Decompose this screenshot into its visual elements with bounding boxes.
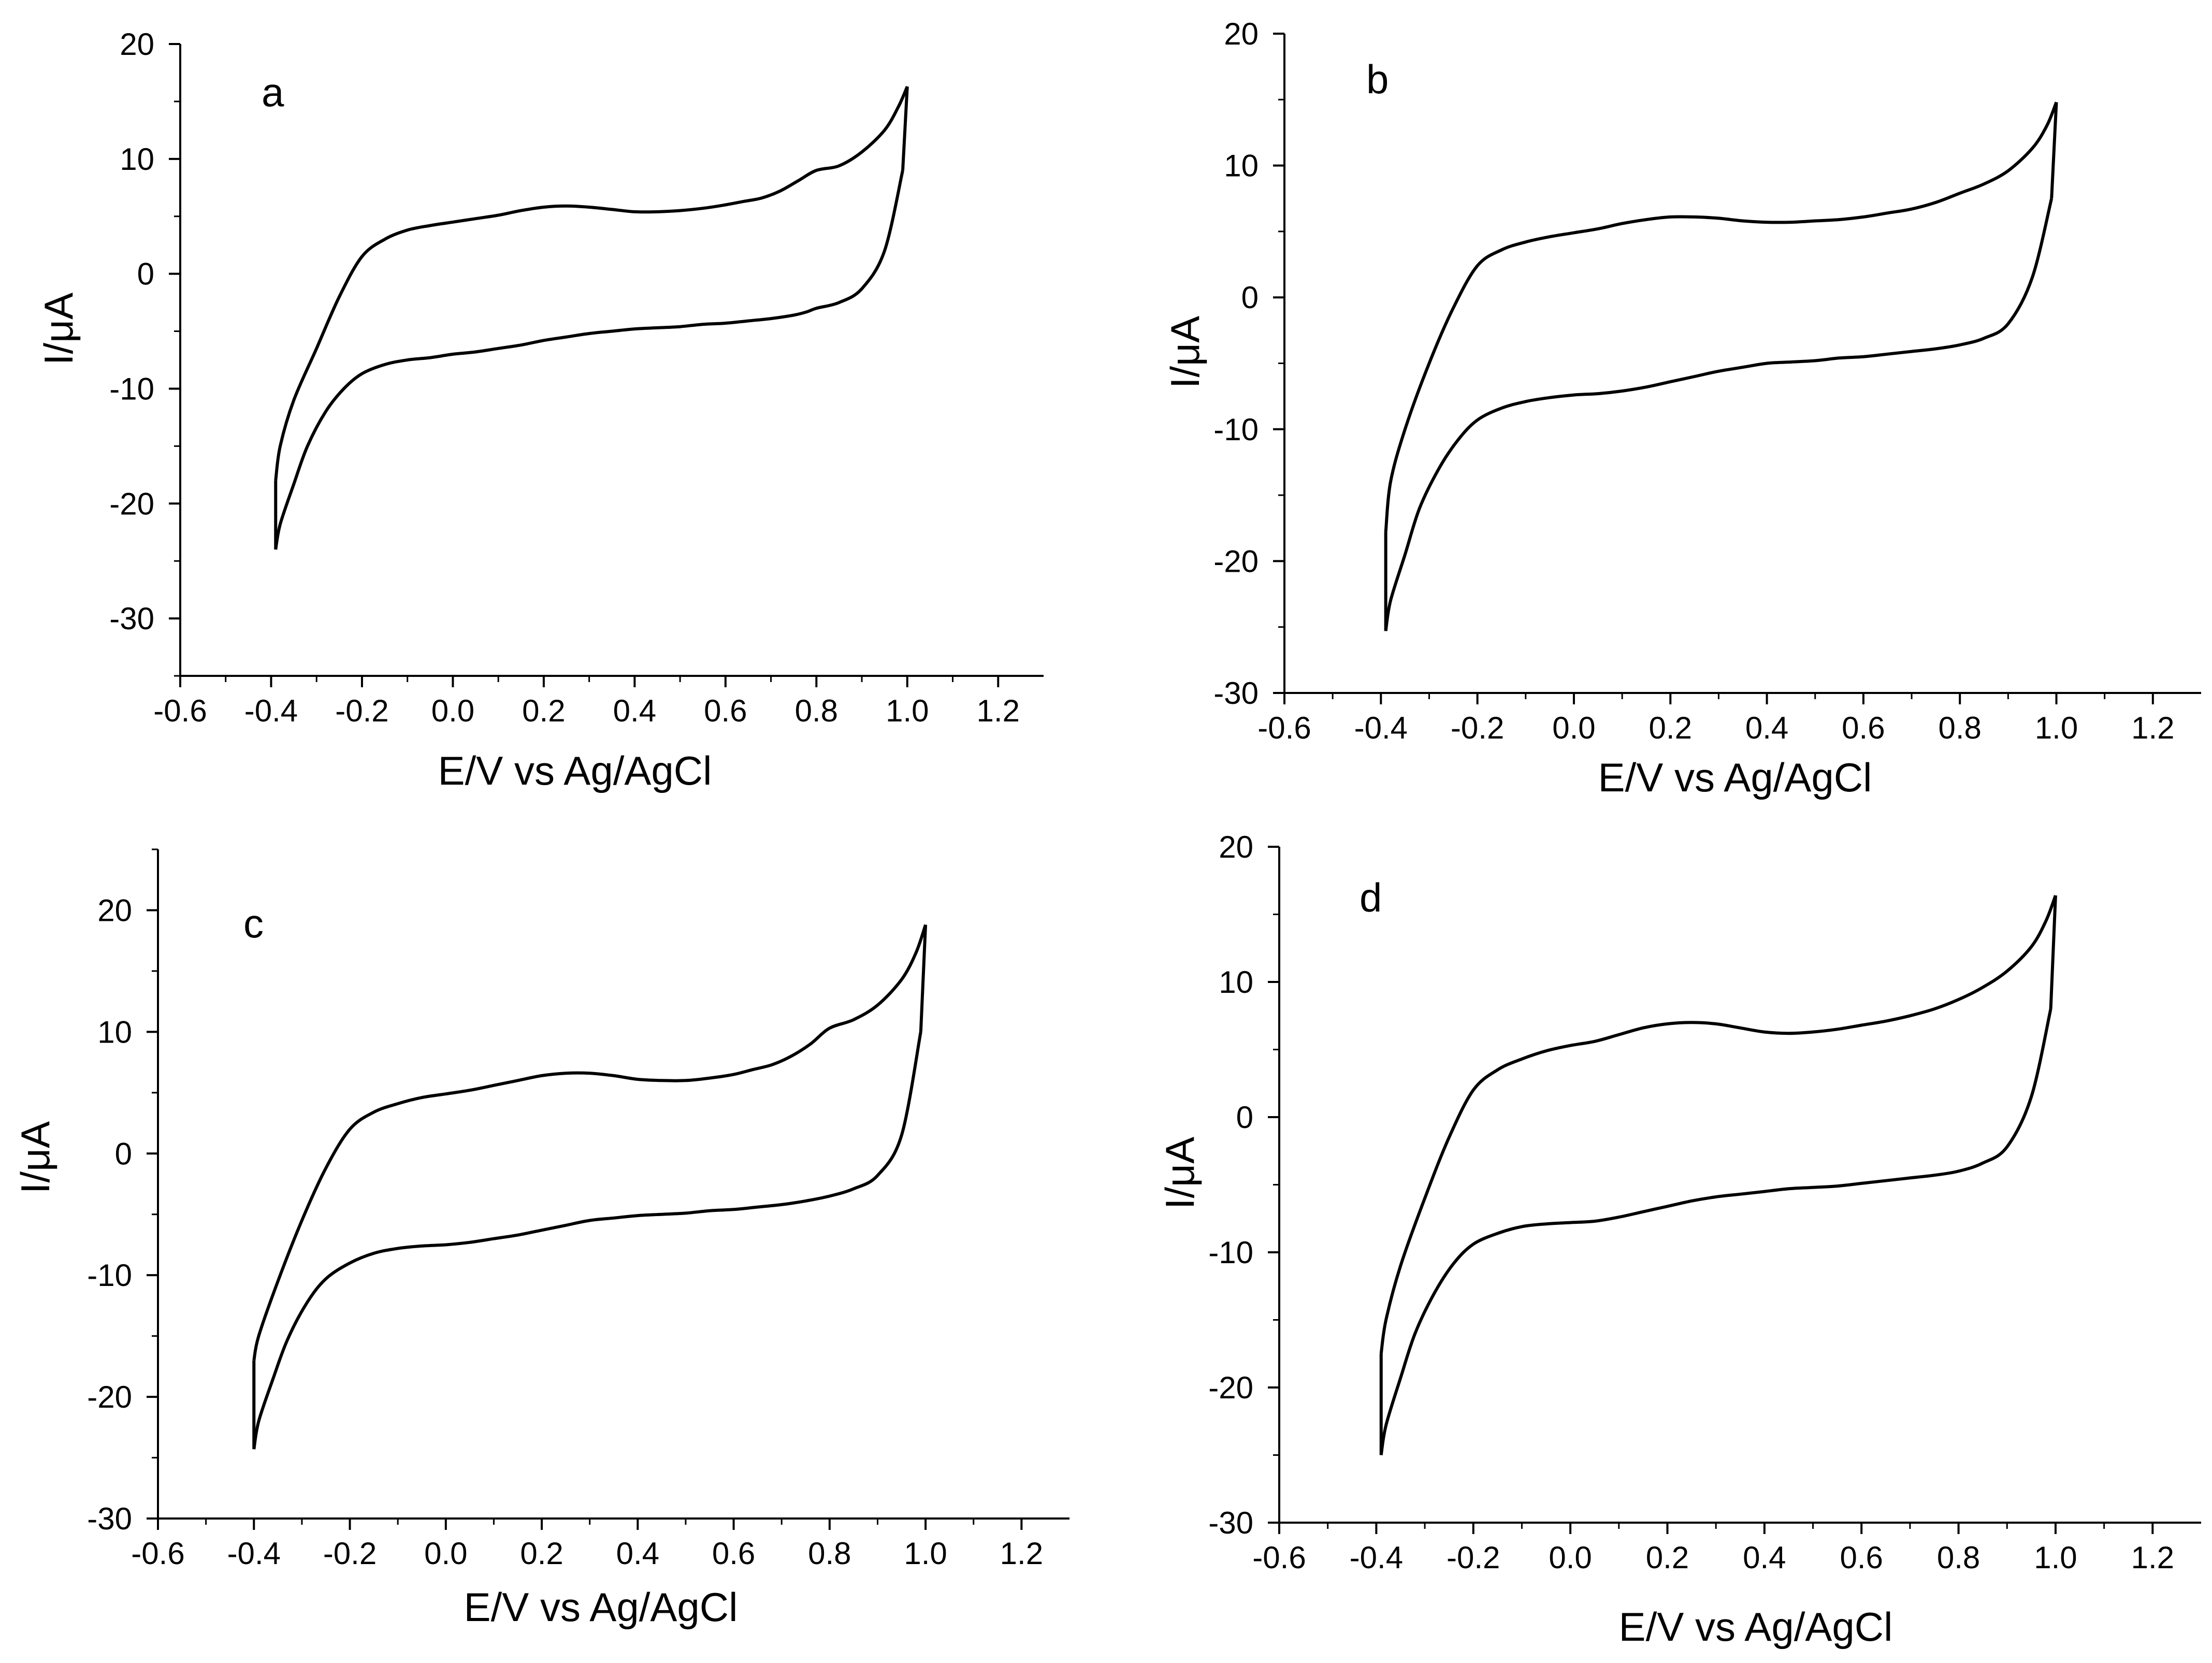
x-tick-label: -0.6 [153,693,207,728]
y-tick-label: -30 [1213,676,1259,711]
panel-label-c: c [243,901,264,946]
y-axis-title-d: I/μA [1157,1137,1203,1209]
y-tick-label: -10 [1208,1235,1253,1270]
y-tick-label: -20 [87,1380,132,1414]
x-tick-label: -0.4 [1350,1540,1403,1575]
x-tick-label: -0.2 [1447,1540,1500,1575]
x-tick-label: 1.2 [2131,711,2174,745]
x-tick-label: -0.2 [1451,711,1504,745]
cv-curve-anodic-scan [1379,1008,2052,1455]
y-tick-label: 0 [137,257,154,292]
x-tick-label: -0.2 [335,693,388,728]
panel-c: c E/V vs Ag/AgCl I/μA -0.6 -0.4 -0.2 0.0 0.2… [12,848,1069,1630]
x-tick-label: 0.4 [616,1536,659,1571]
x-axis-title-d: E/V vs Ag/AgCl [1619,1604,1893,1650]
x-tick-label: 0.0 [1549,1540,1592,1575]
x-tick-label: 0.6 [704,693,747,728]
x-tick-label: 0.8 [1937,1540,1980,1575]
cv-curve-anodic-scan [252,1031,922,1450]
cv-switch-anodic [919,924,928,1032]
x-tick-label: 1.0 [2034,1540,2077,1575]
y-tick-label: 20 [1224,17,1259,51]
x-tick-label: -0.2 [323,1536,377,1571]
x-axis-title-b: E/V vs Ag/AgCl [1598,755,1872,800]
y-tick-label: 0 [1236,1100,1253,1135]
x-tick-label: 0.6 [1840,1540,1883,1575]
x-tick-label: 0.4 [613,693,656,728]
cv-curve-cathodic-scan [274,85,909,481]
x-tick-label: 1.2 [977,693,1020,728]
x-tick-label: 0.2 [522,693,565,728]
panel-b: b E/V vs Ag/AgCl I/μA -0.6 -0.4 -0.2 0.0 0.2… [1162,17,2201,800]
panel-label-a: a [262,69,284,115]
y-tick-label: -10 [87,1258,132,1293]
x-axis-title-a: E/V vs Ag/AgCl [438,748,712,793]
y-tick-label: 10 [1219,965,1253,1000]
x-tick-label: 0.2 [1646,1540,1689,1575]
y-axis-title-a: I/μA [36,293,81,365]
x-tick-label: -0.6 [1257,711,1311,745]
y-tick-label: -10 [1213,412,1259,447]
y-tick-label: 10 [1224,149,1259,183]
x-tick-label: 0.6 [712,1536,755,1571]
x-tick-label: -0.4 [1354,711,1408,745]
x-tick-label: 0.2 [520,1536,563,1571]
x-tick-label: 1.0 [2035,711,2078,745]
x-tick-label: 1.0 [904,1536,947,1571]
cv-switch-anodic [901,86,909,171]
x-tick-label: 0.0 [1552,711,1595,745]
x-tick-label: 0.8 [1938,711,1981,745]
y-tick-label: -30 [109,601,154,636]
y-tick-label: -20 [1208,1370,1253,1405]
cv-curve-cathodic-scan [1379,894,2057,1354]
x-tick-label: 0.2 [1649,711,1692,745]
x-axis-title-c: E/V vs Ag/AgCl [464,1584,738,1630]
y-tick-label: -10 [109,371,154,406]
x-tick-label: 0.4 [1743,1540,1786,1575]
cv-curve-cathodic-scan [1384,102,2058,532]
cv-switch-anodic [2049,895,2057,1009]
y-tick-label: 20 [120,27,154,62]
x-tick-label: 0.4 [1745,711,1788,745]
panel-d: d E/V vs Ag/AgCl I/μA -0.6 -0.4 -0.2 0.0 0.2… [1157,830,2201,1650]
y-tick-label: 10 [120,142,154,177]
x-tick-label: 0.0 [431,693,474,728]
y-tick-label: 20 [1219,830,1253,864]
x-tick-label: 1.2 [1000,1536,1043,1571]
y-tick-label: -20 [1213,544,1259,579]
x-tick-label: 1.0 [886,693,929,728]
y-tick-label: 20 [97,893,132,928]
cv-switch-anodic [2050,102,2058,199]
y-axis-title-b: I/μA [1162,316,1208,388]
y-tick-label: 0 [1241,280,1259,315]
cv-curve-anodic-scan [1384,198,2054,631]
x-tick-label: 0.6 [1842,711,1885,745]
y-axis-title-c: I/μA [12,1121,58,1194]
x-tick-label: -0.6 [1252,1540,1306,1575]
x-tick-label: 0.0 [424,1536,467,1571]
x-tick-label: 1.2 [2131,1540,2174,1575]
x-tick-label: -0.4 [227,1536,281,1571]
x-tick-label: 0.8 [795,693,838,728]
x-tick-label: -0.4 [244,693,298,728]
panel-label-d: d [1360,875,1382,920]
y-tick-label: 10 [97,1015,132,1049]
x-tick-label: 0.8 [808,1536,851,1571]
y-tick-label: -20 [109,486,154,521]
panel-label-b: b [1366,56,1389,102]
y-tick-label: 0 [115,1136,132,1171]
cv-curve-cathodic-scan [252,924,927,1361]
x-tick-label: -0.6 [131,1536,184,1571]
y-tick-label: -30 [1208,1506,1253,1540]
panel-a: a E/V vs Ag/AgCl I/μA -0.6 -0.4 -0.2 0.0 0.2… [36,27,1044,793]
y-tick-label: -30 [87,1501,132,1536]
cv-curve-anodic-scan [274,170,904,550]
